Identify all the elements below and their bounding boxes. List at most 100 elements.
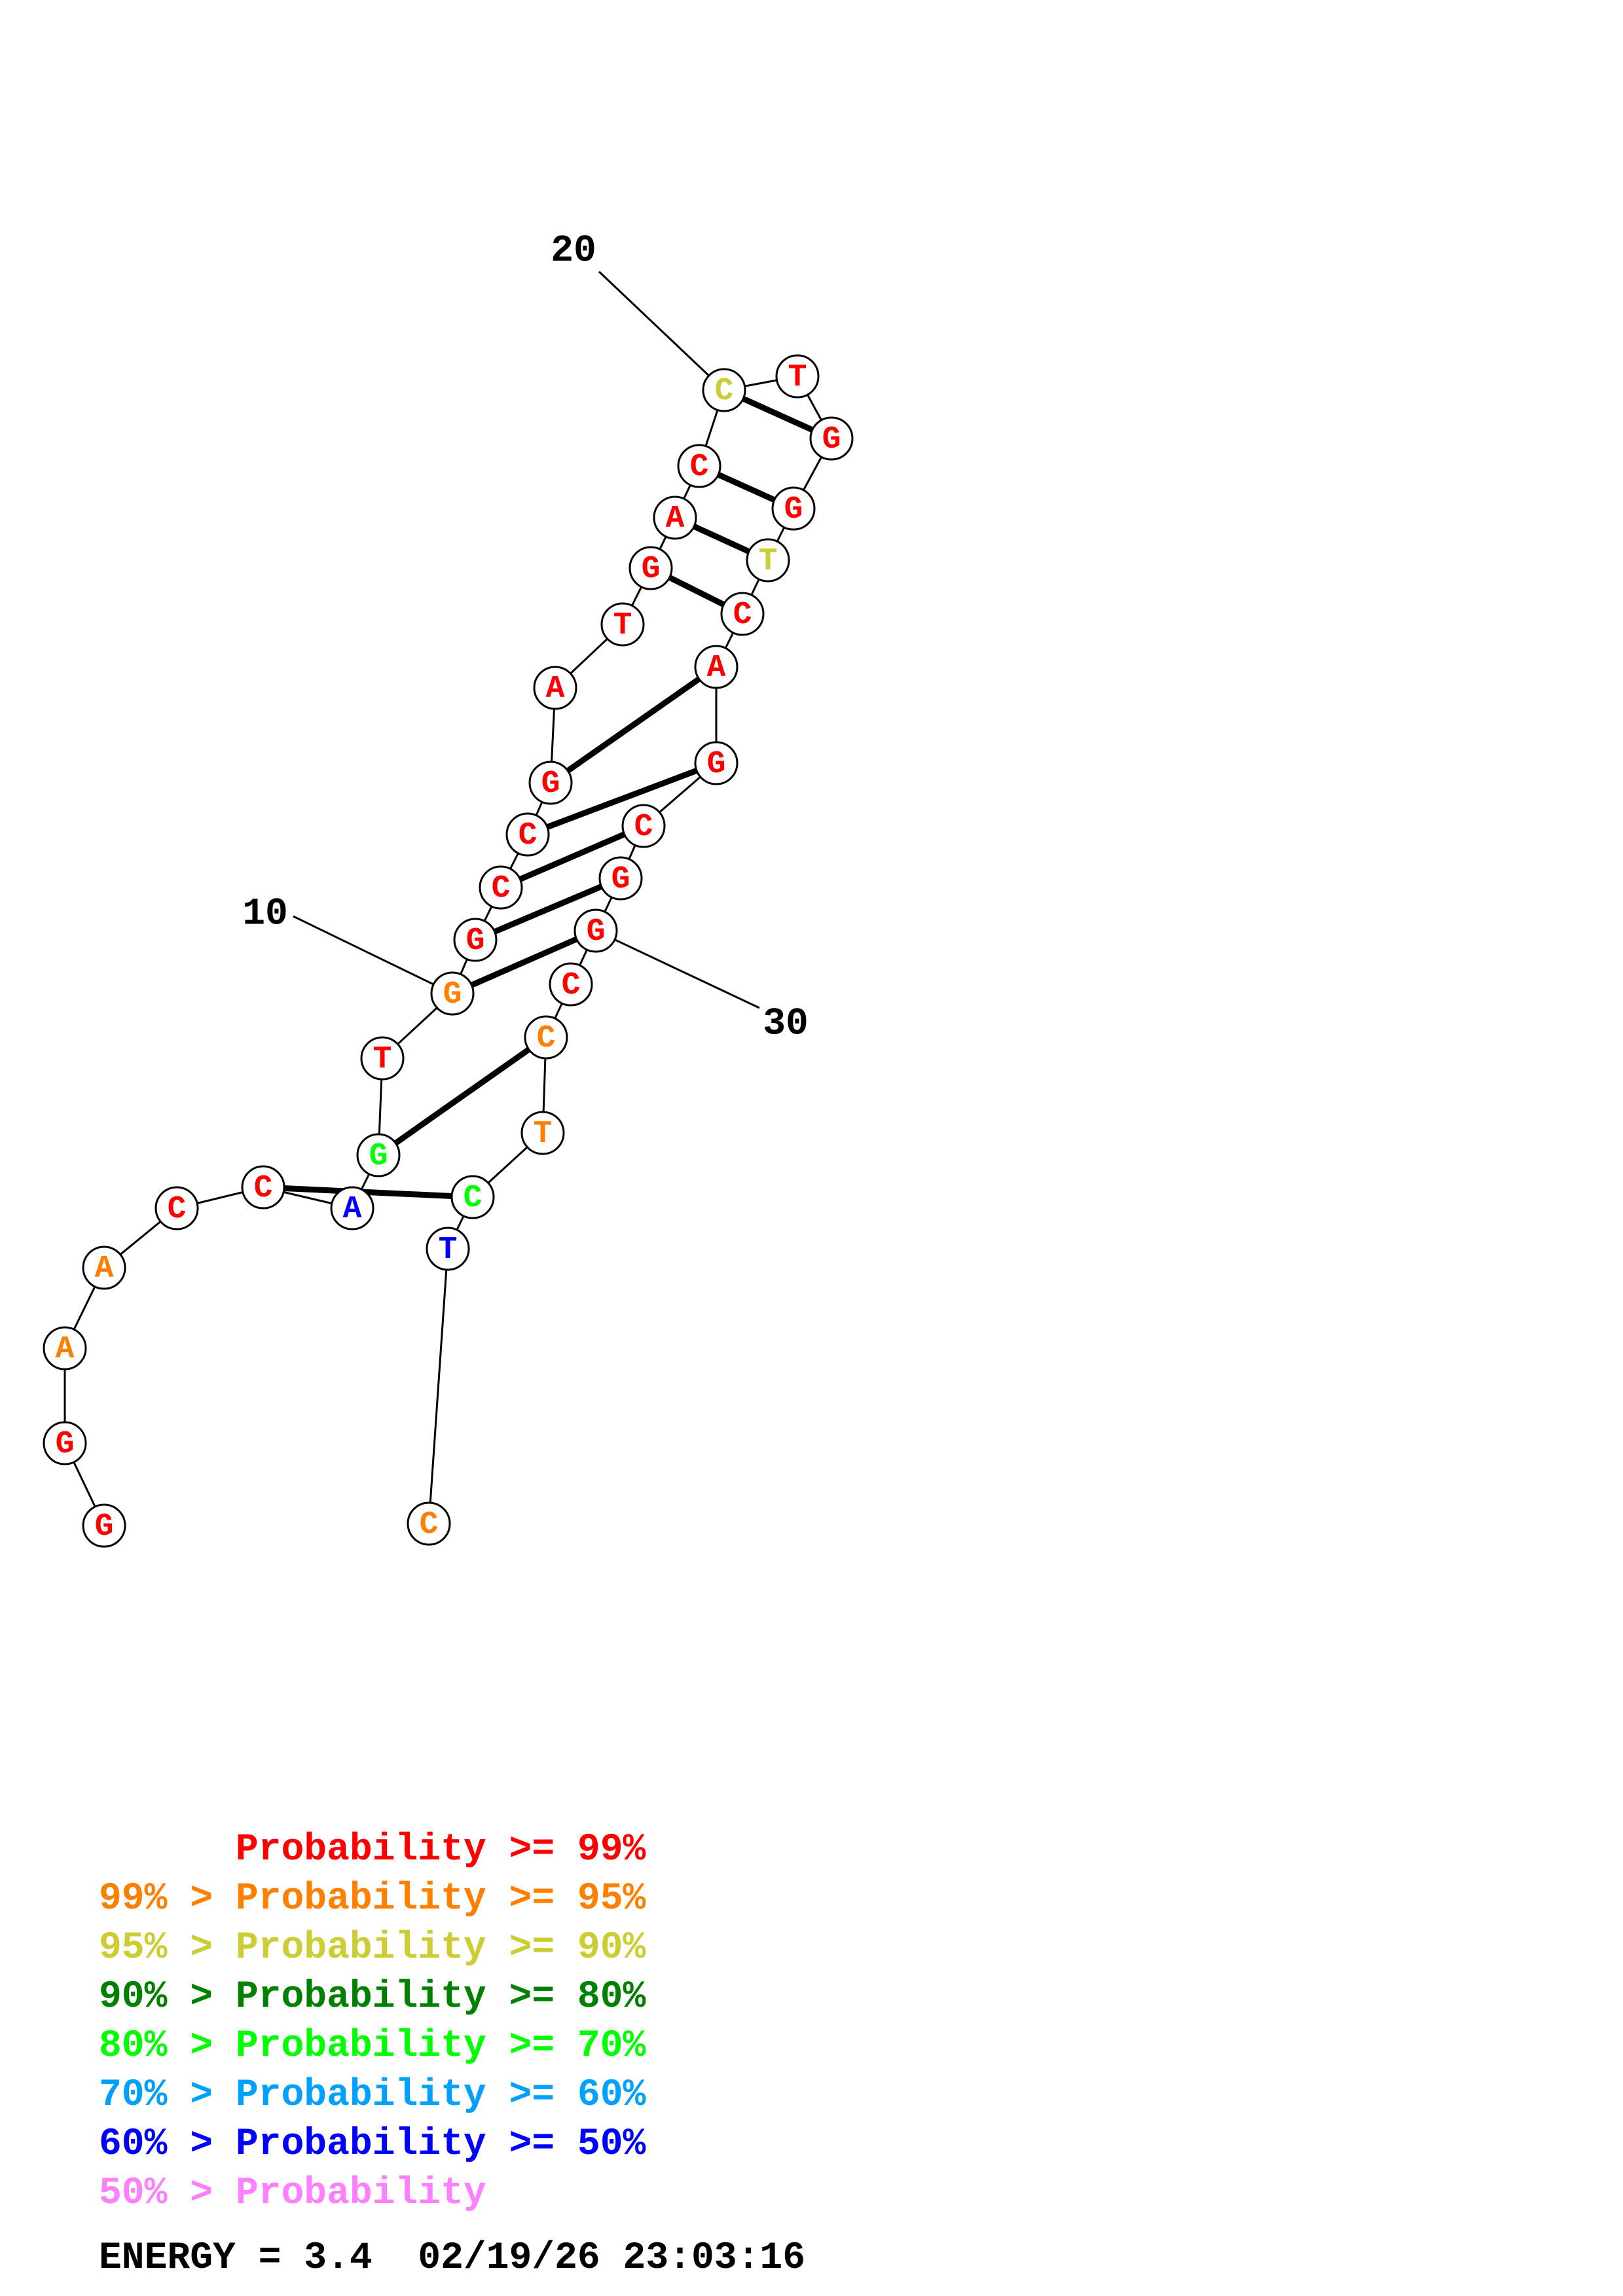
- nucleotide-22: G: [809, 416, 854, 461]
- index-labels: 10 20 30: [242, 230, 809, 1046]
- nucleotide-35: T: [426, 1227, 470, 1271]
- index-label-line: [595, 929, 760, 1009]
- legend-entry: 80% > Probability >= 70%: [99, 2028, 646, 2066]
- base-pair-bond: [451, 927, 597, 997]
- nucleotide-1: G: [82, 1503, 126, 1548]
- legend-prefix: 60% >: [99, 2123, 236, 2166]
- energy-info: ENERGY = 3.4 02/19/26 23:03:16: [99, 2237, 805, 2280]
- nucleotide-23: G: [771, 486, 816, 531]
- nucleotide-15: A: [533, 666, 577, 710]
- index-label-line: [293, 915, 453, 995]
- nucleotide-letter: A: [95, 1251, 114, 1287]
- nucleotide-circle: [524, 1015, 568, 1060]
- index-label-10: 10: [242, 893, 288, 936]
- nucleotide-27: G: [694, 741, 739, 785]
- nucleotide-letter: C: [464, 1181, 483, 1216]
- nucleotide-letter: C: [492, 871, 511, 906]
- nucleotide-letter: A: [666, 501, 685, 537]
- nucleotide-32: C: [524, 1015, 568, 1060]
- nucleotide-20: C: [702, 368, 746, 412]
- nucleotide-circle: [549, 962, 593, 1007]
- nucleotide-18: A: [653, 495, 697, 540]
- base-pair-bond: [549, 664, 718, 785]
- nucleotide-letter: C: [715, 374, 734, 409]
- legend-label: Probability >= 95%: [235, 1878, 646, 1920]
- nucleotide-24: T: [746, 538, 790, 583]
- nucleotide-letter: C: [562, 968, 581, 1003]
- nucleotide-circle: [694, 741, 739, 785]
- legend-prefix: 80% >: [99, 2025, 236, 2068]
- base-pair-bond: [263, 1184, 473, 1200]
- nucleotide-36: C: [407, 1501, 451, 1546]
- nucleotide-letter: C: [420, 1507, 439, 1543]
- nucleotide-letter: C: [537, 1021, 556, 1056]
- nucleotide-circle: [775, 354, 820, 399]
- nucleotide-3: A: [43, 1326, 87, 1371]
- index-label-30: 30: [763, 1003, 809, 1046]
- nucleotide-circle: [43, 1421, 87, 1465]
- legend-prefix: 90% >: [99, 1976, 236, 2018]
- legend-entry: 70% > Probability >= 60%: [99, 2077, 646, 2115]
- nucleotide-circle: [809, 416, 854, 461]
- legend-label: Probability: [235, 2172, 486, 2215]
- nucleotide-14: G: [528, 761, 573, 805]
- nucleotide-34: C: [450, 1175, 495, 1219]
- nucleotide-letter: A: [343, 1192, 362, 1227]
- nucleotide-letter: G: [56, 1427, 75, 1462]
- nucleotide-letter: G: [443, 977, 462, 1013]
- nucleotide-letter: G: [611, 862, 630, 897]
- timestamp: 02/19/26 23:03:16: [418, 2237, 805, 2280]
- nucleotide-circle: [453, 918, 498, 962]
- nucleotide-circle: [533, 666, 577, 710]
- index-label-20: 20: [551, 230, 596, 273]
- nucleotide-circle: [600, 602, 645, 647]
- nucleotide-circle: [629, 546, 673, 590]
- legend-label: Probability >= 80%: [235, 1976, 646, 2018]
- legend-label: Probability >= 99%: [235, 1829, 646, 1871]
- nucleotide-letter: C: [733, 598, 752, 633]
- nucleotide-31: C: [549, 962, 593, 1007]
- index-label-line: [598, 270, 725, 391]
- nucleotide-letter: A: [56, 1332, 75, 1367]
- nucleotide-circle: [479, 865, 523, 910]
- nucleotide-letter: G: [587, 914, 606, 950]
- nucleotide-5: C: [155, 1186, 199, 1230]
- legend-entry: 50% > Probability: [99, 2175, 486, 2213]
- base-pair-bond: [376, 1035, 548, 1158]
- legend-prefix: [99, 1829, 236, 1871]
- nucleotide-circle: [702, 368, 746, 412]
- legend-label: Probability >= 70%: [235, 2025, 646, 2068]
- nucleotide-letter: G: [466, 924, 485, 959]
- nucleotide-13: C: [505, 812, 550, 857]
- base-pair-bond: [500, 823, 645, 891]
- nucleotide-circle: [43, 1326, 87, 1371]
- legend-label: Probability >= 60%: [235, 2074, 646, 2117]
- nucleotide-letter: C: [519, 818, 538, 853]
- nucleotide-19: C: [677, 444, 721, 488]
- nucleotide-circle: [82, 1503, 126, 1548]
- nucleotide-17: G: [629, 546, 673, 590]
- base-pair-bond: [526, 760, 718, 838]
- nucleotide-30: G: [574, 908, 618, 953]
- nucleotide-circle: [430, 971, 475, 1016]
- nucleotide-letter: G: [642, 552, 661, 587]
- nucleotide-circle: [677, 444, 721, 488]
- nucleotide-letter: C: [254, 1171, 273, 1206]
- nucleotide-letter: T: [759, 544, 778, 579]
- nucleotide-circle: [746, 538, 790, 583]
- nucleotide-letter: T: [788, 360, 807, 395]
- nucleotide-circle: [574, 908, 618, 953]
- legend-prefix: 99% >: [99, 1878, 236, 1920]
- legend-label: Probability >= 90%: [235, 1927, 646, 1969]
- legend-prefix: 50% >: [99, 2172, 236, 2215]
- nucleotide-11: G: [453, 918, 498, 962]
- nucleotide-circle: [360, 1036, 405, 1081]
- legend-entry: 95% > Probability >= 90%: [99, 1929, 646, 1967]
- energy-value: ENERGY = 3.4: [99, 2237, 373, 2280]
- nucleotide-letter: C: [634, 810, 653, 845]
- nucleotide-letter: A: [707, 651, 726, 686]
- nucleotide-2: G: [43, 1421, 87, 1465]
- nucleotide-circle: [621, 804, 666, 848]
